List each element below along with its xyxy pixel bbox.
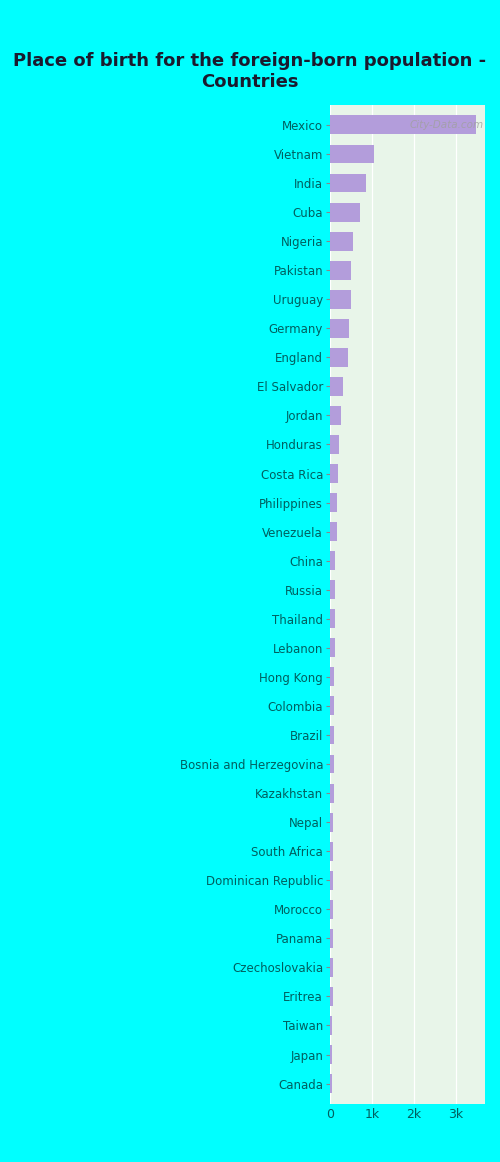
- Bar: [330, 406, 341, 425]
- Bar: [330, 435, 339, 454]
- Bar: [330, 667, 334, 687]
- Bar: [330, 144, 374, 164]
- Bar: [330, 1045, 332, 1064]
- Bar: [330, 231, 352, 251]
- Bar: [330, 173, 366, 193]
- Bar: [330, 754, 334, 774]
- Bar: [330, 522, 336, 541]
- Bar: [330, 928, 333, 948]
- Bar: [330, 318, 349, 338]
- Bar: [330, 783, 334, 803]
- Bar: [330, 957, 332, 977]
- Bar: [330, 464, 338, 483]
- Bar: [330, 638, 334, 658]
- Bar: [330, 115, 476, 135]
- Bar: [330, 551, 336, 571]
- Bar: [330, 725, 334, 745]
- Bar: [330, 376, 343, 396]
- Bar: [330, 987, 332, 1006]
- Bar: [330, 289, 350, 309]
- Text: City-Data.com: City-Data.com: [410, 120, 484, 130]
- Bar: [330, 1016, 332, 1035]
- Bar: [330, 812, 334, 832]
- Bar: [330, 202, 360, 222]
- Bar: [330, 580, 335, 600]
- Bar: [330, 841, 334, 861]
- Bar: [330, 609, 335, 629]
- Bar: [330, 696, 334, 716]
- Bar: [330, 1074, 332, 1093]
- Bar: [330, 260, 351, 280]
- Bar: [330, 899, 333, 919]
- Bar: [330, 493, 337, 512]
- Bar: [330, 347, 348, 367]
- Text: Place of birth for the foreign-born population -
Countries: Place of birth for the foreign-born popu…: [14, 52, 486, 91]
- Bar: [330, 870, 333, 890]
